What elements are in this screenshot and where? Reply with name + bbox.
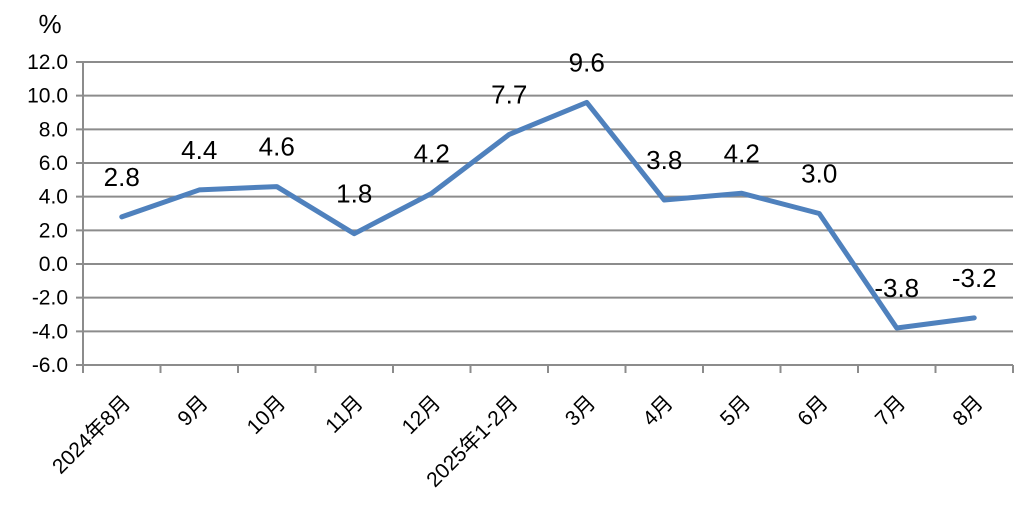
y-axis-unit-label: %	[38, 9, 61, 39]
y-axis-tick-label: 0.0	[39, 253, 68, 276]
y-axis-tick-label: 6.0	[39, 152, 68, 175]
x-axis-category-label: 8月	[948, 391, 987, 430]
data-point-label: 4.2	[724, 138, 760, 168]
y-axis-tick-label: 4.0	[39, 186, 68, 209]
data-point-label: 4.6	[259, 132, 295, 162]
data-point-label: 2.8	[104, 162, 140, 192]
x-axis-category-label: 7月	[871, 391, 910, 430]
x-axis-category-label: 2024年8月	[48, 391, 135, 478]
x-axis-category-label: 5月	[716, 391, 755, 430]
gridlines-group	[76, 61, 1013, 366]
y-axis-tick-label: -6.0	[32, 354, 68, 377]
x-axis-category-label: 9月	[173, 391, 212, 430]
x-axis-category-label: 11月	[321, 391, 368, 438]
y-axis-tick-label: 8.0	[39, 118, 68, 141]
data-point-label: 7.7	[491, 79, 527, 109]
data-point-label: -3.8	[874, 273, 919, 303]
series-line	[119, 99, 977, 331]
x-axis-category-label: 3月	[561, 391, 600, 430]
x-axis-category-label: 6月	[793, 391, 832, 430]
data-point-label: -3.2	[952, 263, 997, 293]
data-point-label: 3.0	[801, 159, 837, 189]
x-axis-category-label: 10月	[243, 391, 291, 439]
data-point-label: 1.8	[336, 179, 372, 209]
y-axis-tick-label: 2.0	[39, 219, 68, 242]
data-series-group	[119, 99, 977, 331]
y-axis-tick-label: 10.0	[27, 85, 68, 108]
y-axis-tick-labels-group: 12.0 10.0 8.0 6.0 4.0 2.0 0.0 -2.0 -4.0 -6.0	[27, 51, 68, 377]
data-point-label: 4.2	[414, 138, 450, 168]
y-axis-tick-label: -4.0	[32, 320, 68, 343]
y-axis-tick-label: -2.0	[32, 287, 68, 310]
x-axis-category-label: 12月	[398, 391, 446, 439]
data-point-labels-group: 2.8 4.4 4.6 1.8 4.2 7.7 9.6 3.8 4.2 3.0 -3.8 -3.2	[104, 47, 997, 303]
x-axis-category-label: 4月	[638, 391, 677, 430]
y-axis-tick-label: 12.0	[27, 51, 68, 74]
data-point-label: 3.8	[646, 145, 682, 175]
data-point-label: 4.4	[181, 135, 217, 165]
data-point-label: 9.6	[569, 47, 605, 77]
axes-group	[82, 62, 1014, 373]
